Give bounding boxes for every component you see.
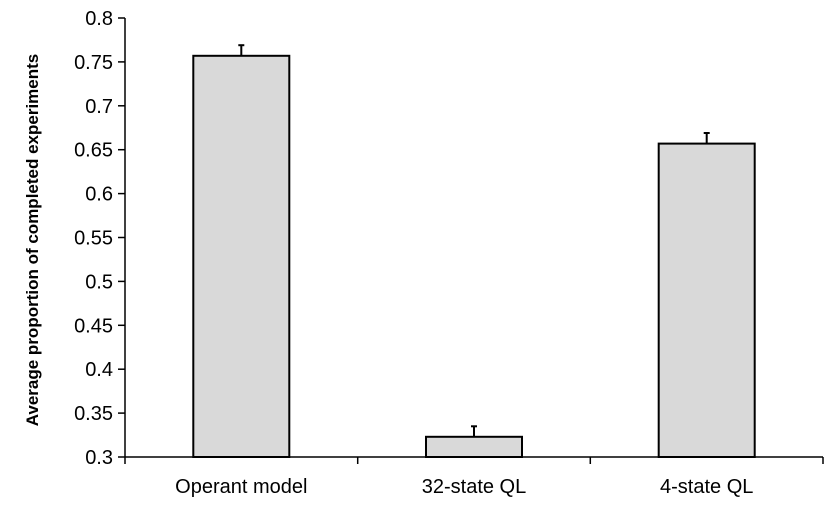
bar-2 bbox=[657, 142, 756, 458]
y-tick-label-0: 0.3 bbox=[85, 447, 113, 469]
y-tick-label-2: 0.4 bbox=[85, 359, 113, 381]
y-tick-label-7: 0.65 bbox=[74, 140, 113, 162]
y-tick-label-10: 0.8 bbox=[85, 8, 113, 30]
y-tick-label-8: 0.7 bbox=[85, 96, 113, 118]
x-tick-label-2: 4-state QL bbox=[660, 476, 753, 498]
y-tick-label-9: 0.75 bbox=[74, 52, 113, 74]
x-tick-label-0: Operant model bbox=[175, 476, 307, 498]
y-tick-label-1: 0.35 bbox=[74, 403, 113, 425]
y-axis-title: Average proportion of completed experime… bbox=[23, 54, 42, 427]
y-tick-label-4: 0.5 bbox=[85, 271, 113, 293]
x-tick-label-1: 32-state QL bbox=[422, 476, 527, 498]
axis-layer: Operant model 32-state QL 4-state QL 0.3 0.3… bbox=[74, 8, 824, 498]
y-tick-label-6: 0.6 bbox=[85, 184, 113, 206]
bar-1 bbox=[425, 435, 523, 458]
bars-layer bbox=[192, 44, 756, 459]
y-tick-label-3: 0.45 bbox=[74, 315, 113, 337]
bar-0 bbox=[192, 54, 291, 459]
y-tick-label-5: 0.55 bbox=[74, 228, 113, 250]
